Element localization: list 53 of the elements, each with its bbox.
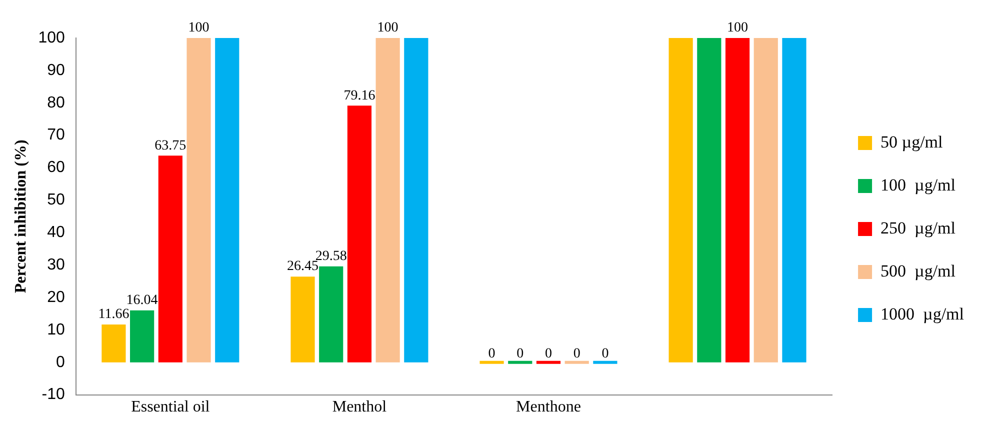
legend-label: 250 µg/ml	[880, 218, 956, 238]
y-tick-label: 80	[47, 94, 65, 112]
bar	[130, 310, 154, 362]
data-label: 63.75	[154, 138, 186, 154]
bar	[508, 360, 532, 364]
bar	[593, 360, 618, 364]
bar	[319, 266, 344, 362]
data-label: 0	[573, 346, 580, 362]
data-label: 11.66	[98, 307, 130, 322]
data-label: 100	[377, 20, 398, 36]
bar	[668, 38, 693, 362]
bar	[564, 360, 589, 364]
y-tick-label: 70	[47, 126, 65, 144]
legend-label: 500 µg/ml	[880, 261, 956, 280]
y-tick-label: 10	[47, 321, 65, 338]
y-tick-label: 0	[56, 354, 65, 371]
y-tick-label: 60	[47, 159, 65, 176]
data-label: 16.04	[126, 293, 158, 308]
x-tick-label: Menthol	[332, 398, 388, 416]
x-tick-label: Menthone	[516, 398, 581, 416]
x-tick-label: Essential oil	[131, 398, 210, 416]
bar	[347, 106, 372, 362]
legend-label: 50 µg/ml	[880, 132, 944, 152]
data-label: 0	[516, 346, 524, 362]
bar	[102, 324, 126, 362]
bar	[725, 38, 750, 362]
legend-label: 1000 µg/ml	[880, 304, 964, 324]
bar	[290, 276, 315, 362]
bar	[697, 38, 722, 362]
bar	[186, 38, 211, 362]
bar	[215, 38, 240, 362]
y-tick-label: 90	[47, 62, 65, 79]
bar	[536, 360, 561, 364]
y-tick-label: -10	[42, 386, 65, 404]
bar	[376, 38, 400, 362]
data-label: 100	[188, 20, 210, 36]
y-tick-label: 40	[47, 224, 65, 242]
bar	[404, 38, 428, 362]
bar	[480, 360, 504, 364]
bar	[754, 38, 778, 362]
data-label: 0	[488, 346, 496, 362]
y-tick-label: 100	[38, 29, 65, 46]
bar	[782, 38, 806, 362]
y-axis-title: Percent inhibition (%)	[12, 140, 30, 294]
data-label: 0	[544, 346, 552, 362]
y-tick-label: 50	[47, 192, 65, 209]
bar	[158, 156, 182, 362]
y-tick-label: 20	[47, 288, 65, 306]
y-tick-label: 30	[47, 256, 65, 274]
data-label: 79.16	[344, 88, 376, 104]
data-label: 0	[602, 346, 609, 362]
legend-label: 100 µg/ml	[880, 175, 956, 194]
data-label: 100	[727, 20, 748, 36]
